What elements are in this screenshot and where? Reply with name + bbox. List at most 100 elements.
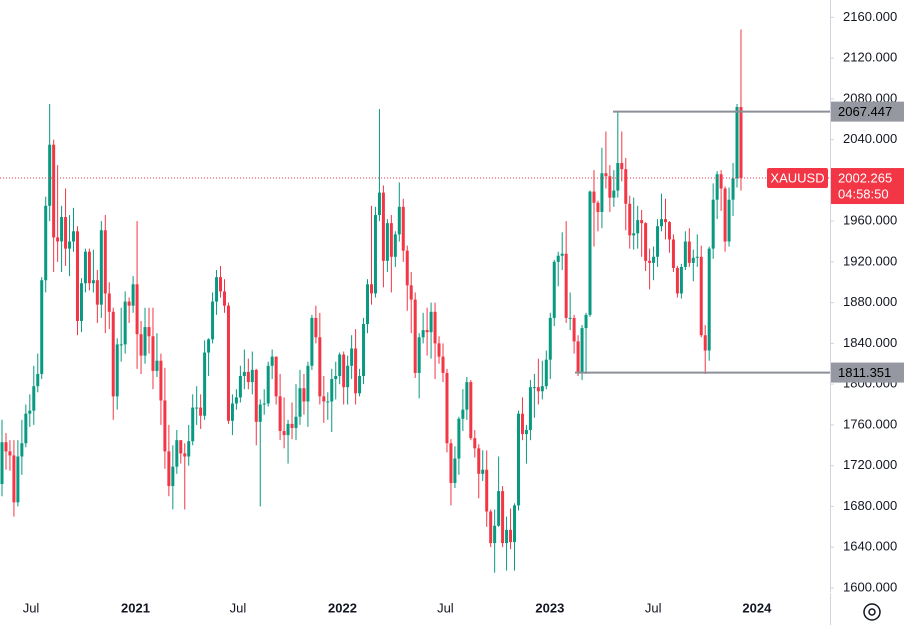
candle-body xyxy=(262,403,266,405)
candle-body xyxy=(207,339,211,353)
y-tick-label: 2160.000 xyxy=(843,9,897,24)
candle-body xyxy=(393,234,397,257)
candle-body xyxy=(671,239,675,268)
y-tick-label: 1720.000 xyxy=(843,457,897,472)
candle-body xyxy=(266,365,270,404)
candle-body xyxy=(20,443,24,457)
candle-body xyxy=(226,305,230,421)
candle-body xyxy=(314,317,318,338)
price-label-box xyxy=(831,362,904,383)
candle-body xyxy=(441,356,445,373)
x-tick-label: Jul xyxy=(23,600,40,615)
candle-body xyxy=(572,317,576,342)
candle-body xyxy=(111,311,115,397)
candle-body xyxy=(294,416,298,428)
candle-body xyxy=(624,169,628,204)
candle-body xyxy=(362,324,366,376)
price-label: 1811.351 xyxy=(838,365,891,380)
candle-body xyxy=(429,311,433,333)
candle-body xyxy=(401,206,405,251)
candle-body xyxy=(330,379,334,402)
candle-body xyxy=(703,335,707,351)
candle-body xyxy=(215,277,219,302)
candle-body xyxy=(8,451,12,456)
candle-body xyxy=(675,267,679,294)
candle-body xyxy=(505,529,509,544)
candle-body xyxy=(660,219,664,227)
candle-body xyxy=(385,223,389,261)
candle-body xyxy=(44,205,48,281)
candle-body xyxy=(123,301,127,345)
candle-body xyxy=(238,375,242,398)
candle-body xyxy=(636,220,640,234)
candle-body xyxy=(342,354,346,388)
candle-body xyxy=(64,217,68,249)
candle-body xyxy=(596,202,600,212)
candle-body xyxy=(4,442,8,452)
candle-body xyxy=(32,386,36,411)
y-tick-label: 1680.000 xyxy=(843,498,897,513)
candle-body xyxy=(656,226,660,257)
candle-body xyxy=(477,448,481,474)
candle-body xyxy=(719,174,723,189)
candle-body xyxy=(155,360,159,371)
y-tick-label: 2080.000 xyxy=(843,90,897,105)
candle-body xyxy=(75,231,79,321)
candle-body xyxy=(540,386,544,392)
candle-body xyxy=(274,356,278,397)
candle-body xyxy=(652,256,656,263)
candle-body xyxy=(628,203,632,236)
candle-body xyxy=(485,469,489,512)
x-tick-label: 2023 xyxy=(535,600,564,615)
candle-body xyxy=(298,388,302,417)
candle-body xyxy=(644,223,648,261)
candle-body xyxy=(711,199,715,249)
candle-body xyxy=(663,219,667,223)
current-price-box xyxy=(831,168,904,205)
y-tick-label: 1760.000 xyxy=(843,416,897,431)
candle-body xyxy=(195,407,199,409)
candle-body xyxy=(24,413,28,444)
candle-body xyxy=(667,222,671,240)
candles xyxy=(0,29,743,573)
candle-body xyxy=(119,344,123,346)
candle-body xyxy=(258,404,262,422)
candle-body xyxy=(338,354,342,376)
candle-body xyxy=(691,257,695,263)
candle-body xyxy=(449,443,453,483)
y-tick-label: 1880.000 xyxy=(843,294,897,309)
candle-body xyxy=(131,284,135,306)
candle-body xyxy=(735,106,739,179)
candle-body xyxy=(592,191,596,203)
candle-body xyxy=(715,174,719,200)
candle-body xyxy=(620,163,624,170)
candle-body xyxy=(358,375,362,394)
candle-body xyxy=(584,314,588,329)
candle-body xyxy=(381,192,385,261)
candle-body xyxy=(95,280,99,305)
candle-body xyxy=(290,423,294,428)
candle-body xyxy=(509,529,513,543)
candle-body xyxy=(687,241,691,263)
candle-body xyxy=(350,348,354,366)
candle-body xyxy=(143,327,147,356)
candle-body xyxy=(580,328,584,373)
candle-body xyxy=(707,248,711,351)
candle-body xyxy=(175,440,179,467)
candle-body xyxy=(246,371,250,383)
candle-body xyxy=(516,413,520,506)
symbol-label: XAUUSD xyxy=(770,170,824,185)
candle-body xyxy=(179,440,183,454)
candle-body xyxy=(68,241,72,249)
candle-body xyxy=(425,330,429,333)
candle-body xyxy=(302,388,306,402)
settings-icon-core xyxy=(868,608,876,616)
settings-button[interactable] xyxy=(863,603,881,621)
candle-body xyxy=(163,400,167,452)
candle-body xyxy=(513,505,517,543)
settings-icon[interactable] xyxy=(863,603,881,621)
candle-body xyxy=(183,453,187,457)
y-tick-label: 1840.000 xyxy=(843,335,897,350)
candle-body xyxy=(612,190,616,198)
